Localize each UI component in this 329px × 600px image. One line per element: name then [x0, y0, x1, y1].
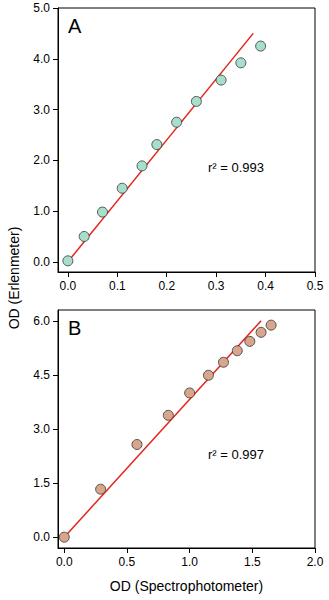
svg-text:OD (Spectrophotometer): OD (Spectrophotometer): [110, 578, 263, 594]
svg-text:0.5: 0.5: [119, 555, 136, 569]
svg-text:2.0: 2.0: [33, 153, 50, 167]
svg-text:1.5: 1.5: [33, 476, 50, 490]
svg-text:3.0: 3.0: [33, 422, 50, 436]
svg-text:r² = 0.997: r² = 0.997: [208, 447, 264, 462]
svg-text:1.5: 1.5: [244, 555, 261, 569]
svg-text:0.0: 0.0: [33, 255, 50, 269]
svg-text:4.5: 4.5: [33, 368, 50, 382]
svg-text:0.3: 0.3: [208, 279, 225, 293]
svg-text:r² = 0.993: r² = 0.993: [208, 160, 264, 175]
svg-text:0.0: 0.0: [56, 555, 73, 569]
svg-text:1.0: 1.0: [33, 204, 50, 218]
svg-text:1.0: 1.0: [181, 555, 198, 569]
svg-text:5.0: 5.0: [33, 1, 50, 15]
svg-text:6.0: 6.0: [33, 314, 50, 328]
svg-text:4.0: 4.0: [33, 52, 50, 66]
svg-text:0.1: 0.1: [109, 279, 126, 293]
svg-text:3.0: 3.0: [33, 103, 50, 117]
svg-text:0.0: 0.0: [33, 530, 50, 544]
svg-text:B: B: [68, 317, 81, 339]
svg-text:0.0: 0.0: [60, 279, 77, 293]
svg-text:2.0: 2.0: [307, 555, 324, 569]
svg-text:OD (Erlenmeter): OD (Erlenmeter): [6, 227, 22, 330]
svg-text:0.5: 0.5: [307, 279, 324, 293]
svg-text:0.2: 0.2: [158, 279, 175, 293]
svg-text:0.4: 0.4: [257, 279, 274, 293]
svg-text:A: A: [68, 15, 82, 37]
